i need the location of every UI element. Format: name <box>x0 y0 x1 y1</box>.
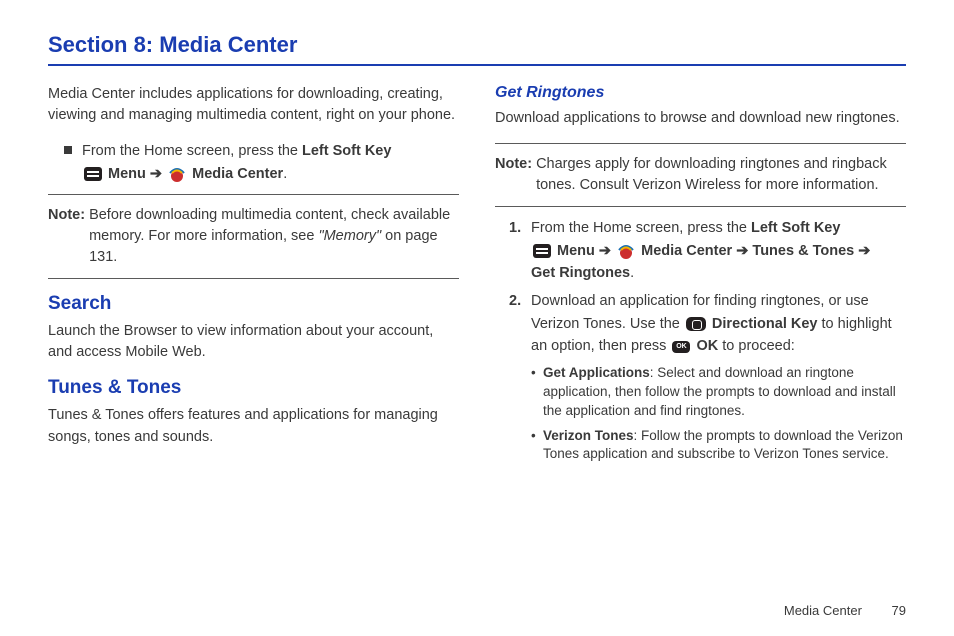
page-footer: Media Center 79 <box>784 603 906 618</box>
sub-body: Verizon Tones: Follow the prompts to dow… <box>543 427 906 465</box>
intro-text: Media Center includes applications for d… <box>48 84 459 126</box>
divider <box>48 194 459 195</box>
text: to proceed: <box>722 338 795 354</box>
step-number: 1. <box>509 217 531 284</box>
menu-label: Menu <box>557 243 595 259</box>
step-2: 2. Download an application for finding r… <box>509 290 906 357</box>
directional-key-icon <box>686 317 706 331</box>
media-center-icon <box>168 165 186 183</box>
period: . <box>283 166 287 182</box>
text: From the Home screen, press the <box>82 143 302 159</box>
note-label: Note: <box>48 205 85 268</box>
search-body: Launch the Browser to view information a… <box>48 321 459 363</box>
ok-label: OK <box>697 338 719 354</box>
sub-bullet-get-applications: • Get Applications: Select and download … <box>531 364 906 421</box>
sub-body: Get Applications: Select and download an… <box>543 364 906 421</box>
section-title: Section 8: Media Center <box>48 32 906 58</box>
bullet-dot-icon: • <box>531 364 543 421</box>
left-soft-key-label: Left Soft Key <box>751 220 840 236</box>
footer-page-number: 79 <box>892 603 906 618</box>
bullet-content: From the Home screen, press the Left Sof… <box>82 140 459 186</box>
media-center-icon <box>617 242 635 260</box>
step-body: From the Home screen, press the Left Sof… <box>531 217 906 284</box>
get-ringtones-label: Get Ringtones <box>531 265 630 281</box>
left-soft-key-label: Left Soft Key <box>302 143 391 159</box>
directional-key-label: Directional Key <box>712 316 818 332</box>
step-1: 1. From the Home screen, press the Left … <box>509 217 906 284</box>
tunes-tones-label: Tunes & Tones <box>752 243 854 259</box>
step-number: 2. <box>509 290 531 357</box>
footer-section: Media Center <box>784 603 862 618</box>
period: . <box>630 265 634 281</box>
divider <box>48 278 459 279</box>
sub-label: Get Applications <box>543 365 650 380</box>
memory-ref: "Memory" <box>318 228 381 244</box>
note-body: Before downloading multimedia content, c… <box>89 205 459 268</box>
arrow-icon: ➔ <box>736 243 748 259</box>
menu-icon <box>84 167 102 181</box>
media-center-label: Media Center <box>641 243 732 259</box>
heading-search: Search <box>48 293 459 315</box>
bullet-home-left: From the Home screen, press the Left Sof… <box>64 140 459 186</box>
ok-key-icon: OK <box>672 341 690 353</box>
note-body: Charges apply for downloading ringtones … <box>536 154 906 196</box>
get-ringtones-body: Download applications to browse and down… <box>495 108 906 129</box>
menu-label: Menu <box>108 166 146 182</box>
arrow-icon: ➔ <box>150 166 162 182</box>
heading-get-ringtones: Get Ringtones <box>495 84 906 102</box>
divider <box>495 206 906 207</box>
square-bullet-icon <box>64 146 72 154</box>
menu-icon <box>533 244 551 258</box>
column-right: Get Ringtones Download applications to b… <box>495 84 906 468</box>
note-memory: Note: Before downloading multimedia cont… <box>48 205 459 268</box>
bullet-dot-icon: • <box>531 427 543 465</box>
arrow-icon: ➔ <box>858 243 870 259</box>
columns: Media Center includes applications for d… <box>48 84 906 468</box>
heading-tunes-tones: Tunes & Tones <box>48 377 459 399</box>
divider <box>495 143 906 144</box>
step-body: Download an application for finding ring… <box>531 290 906 357</box>
note-charges: Note: Charges apply for downloading ring… <box>495 154 906 196</box>
column-left: Media Center includes applications for d… <box>48 84 459 468</box>
arrow-icon: ➔ <box>599 243 611 259</box>
media-center-label: Media Center <box>192 166 283 182</box>
text: From the Home screen, press the <box>531 220 751 236</box>
sub-bullet-verizon-tones: • Verizon Tones: Follow the prompts to d… <box>531 427 906 465</box>
sub-label: Verizon Tones <box>543 428 634 443</box>
tunes-body: Tunes & Tones offers features and applic… <box>48 405 459 447</box>
note-label: Note: <box>495 154 532 196</box>
title-rule <box>48 64 906 66</box>
